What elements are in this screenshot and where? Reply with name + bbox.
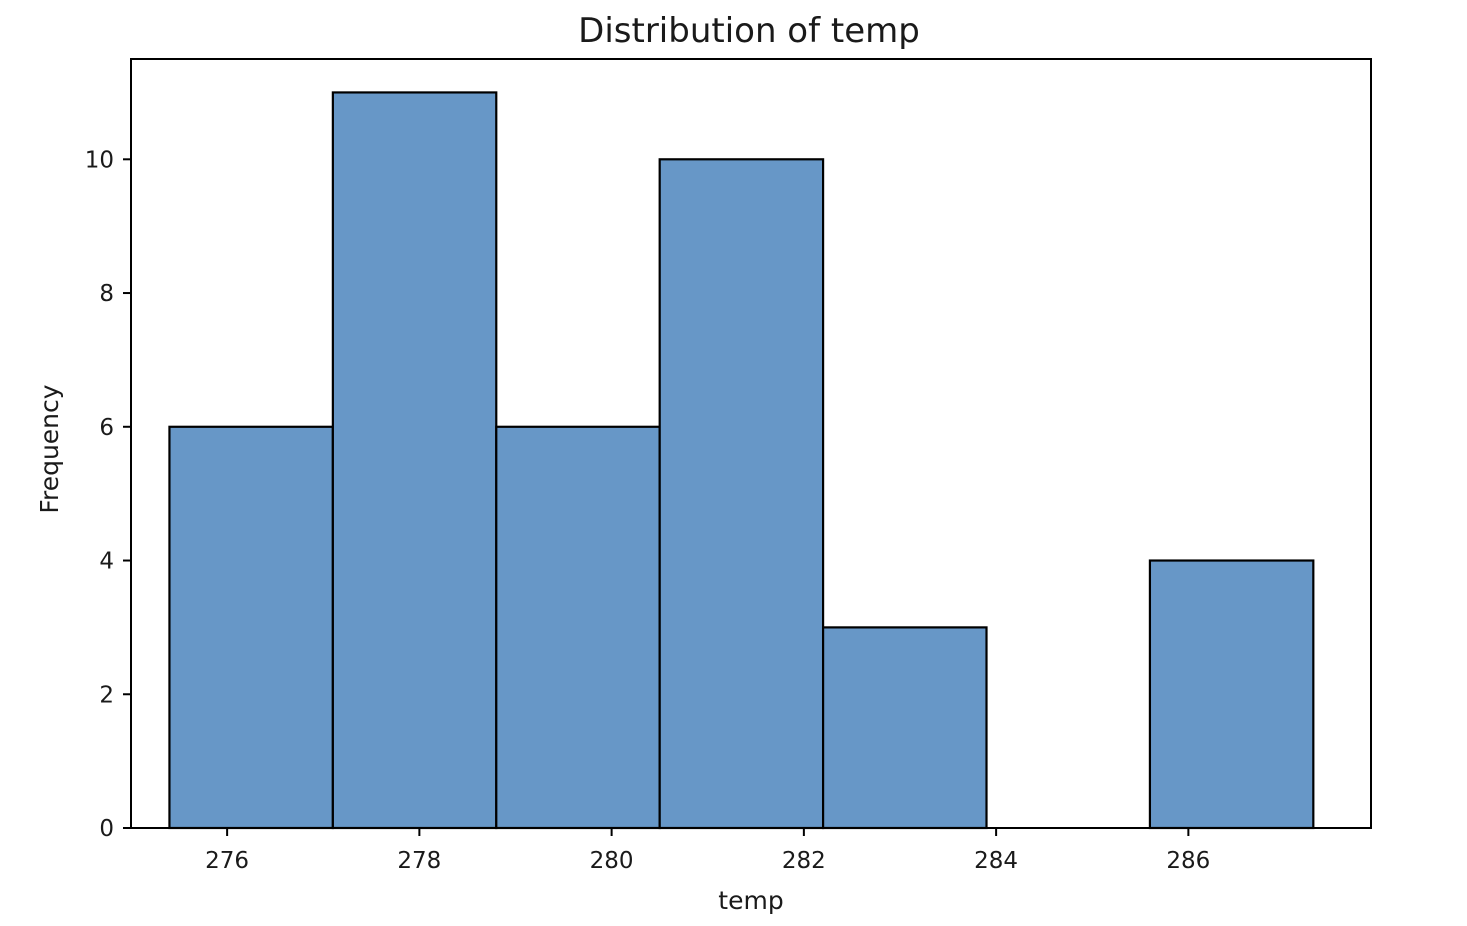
histogram-bar [495, 425, 661, 830]
y-axis-label: Frequency [35, 384, 64, 513]
y-tick-label: 10 [85, 147, 114, 173]
y-tick-label: 6 [99, 415, 114, 441]
x-tick-label: 286 [1166, 848, 1210, 874]
histogram-bar [1148, 559, 1315, 830]
x-tick-label: 278 [397, 848, 441, 874]
x-tick-label: 280 [590, 848, 634, 874]
chart-title: Distribution of temp [578, 11, 920, 51]
plot-frame [130, 58, 1372, 829]
histogram-bar [658, 158, 825, 830]
x-tick-label: 282 [782, 848, 826, 874]
x-axis: 276 278 280 282 284 286 [205, 828, 1210, 874]
y-axis: 0 2 4 6 8 10 [85, 147, 131, 842]
x-tick-label: 284 [974, 848, 1018, 874]
y-tick-label: 8 [99, 281, 114, 307]
histogram-bar [168, 425, 334, 830]
histogram-bar [331, 91, 498, 830]
y-tick-label: 2 [99, 682, 114, 708]
x-tick-label: 276 [205, 848, 249, 874]
histogram-bar [821, 626, 988, 830]
x-axis-label: temp [718, 886, 783, 915]
bars-layer [168, 91, 1315, 830]
y-tick-label: 4 [99, 549, 114, 575]
y-tick-label: 0 [99, 816, 114, 842]
